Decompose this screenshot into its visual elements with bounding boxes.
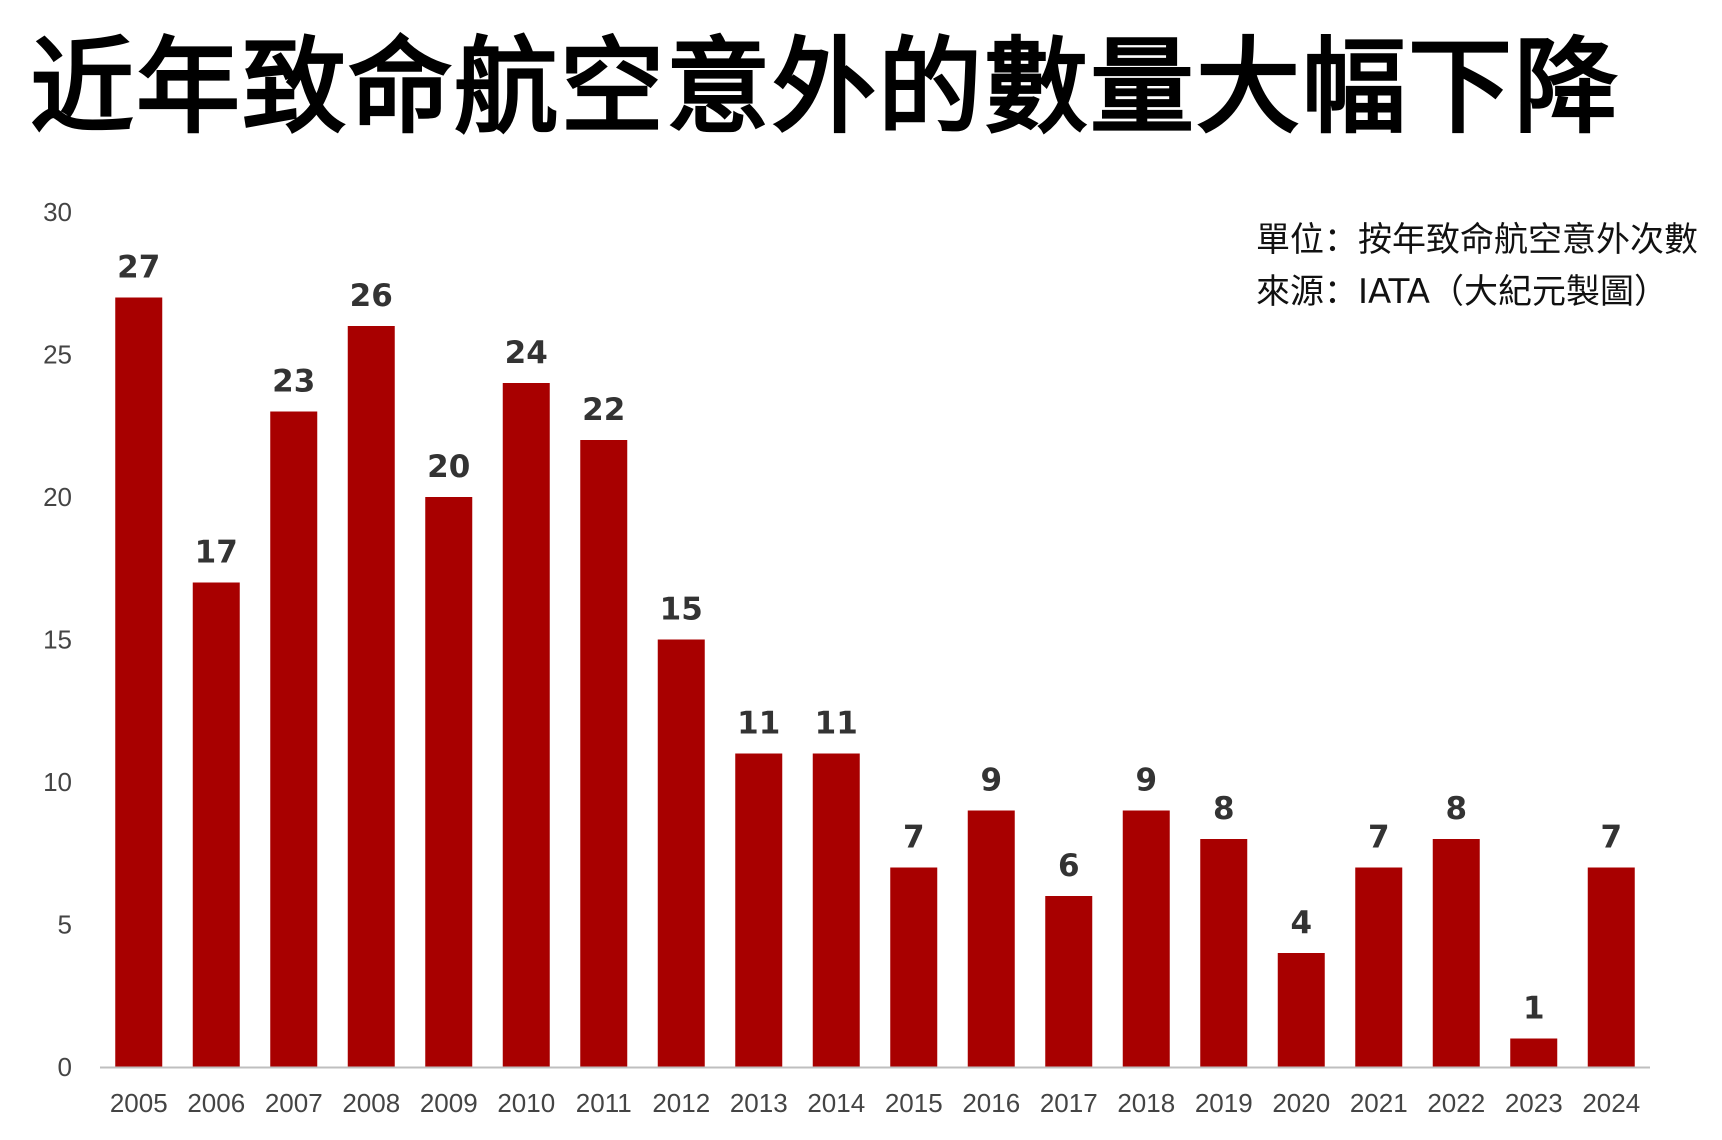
y-tick-label: 20 bbox=[43, 482, 72, 512]
data-label: 9 bbox=[980, 763, 1002, 799]
bar bbox=[1200, 839, 1248, 1067]
data-label: 6 bbox=[1058, 848, 1080, 884]
data-label: 23 bbox=[272, 364, 315, 400]
bar bbox=[812, 753, 860, 1067]
x-tick-label: 2014 bbox=[807, 1088, 865, 1118]
unit-note: 單位：按年致命航空意外次數 bbox=[1256, 220, 1698, 260]
y-tick-label: 15 bbox=[43, 625, 72, 655]
bar bbox=[1122, 810, 1170, 1067]
bar bbox=[270, 411, 318, 1067]
x-tick-label: 2023 bbox=[1505, 1088, 1563, 1118]
x-tick-label: 2008 bbox=[342, 1088, 400, 1118]
data-label: 7 bbox=[1368, 820, 1390, 856]
x-tick-label: 2024 bbox=[1582, 1088, 1640, 1118]
data-label: 24 bbox=[505, 335, 548, 371]
y-tick-label: 10 bbox=[43, 767, 72, 797]
data-label: 27 bbox=[117, 250, 160, 286]
data-label: 26 bbox=[350, 278, 393, 314]
bar bbox=[502, 383, 550, 1067]
bar bbox=[1277, 953, 1325, 1067]
x-tick-label: 2012 bbox=[652, 1088, 710, 1118]
bar bbox=[347, 326, 395, 1067]
data-label: 4 bbox=[1290, 905, 1312, 941]
x-tick-label: 2020 bbox=[1272, 1088, 1330, 1118]
data-label: 7 bbox=[903, 820, 925, 856]
data-label: 9 bbox=[1135, 763, 1157, 799]
x-tick-label: 2018 bbox=[1117, 1088, 1175, 1118]
data-label: 15 bbox=[660, 592, 703, 628]
bar bbox=[115, 297, 163, 1067]
data-label: 11 bbox=[737, 706, 780, 742]
data-label: 8 bbox=[1445, 791, 1467, 827]
x-tick-label: 2022 bbox=[1427, 1088, 1485, 1118]
bar bbox=[1587, 867, 1635, 1067]
bar bbox=[192, 582, 240, 1067]
bar bbox=[657, 639, 705, 1067]
x-tick-label: 2009 bbox=[420, 1088, 478, 1118]
x-tick-label: 2010 bbox=[497, 1088, 555, 1118]
data-label: 17 bbox=[195, 535, 238, 571]
x-tick-label: 2011 bbox=[576, 1088, 632, 1118]
x-tick-label: 2015 bbox=[885, 1088, 943, 1118]
data-label: 22 bbox=[582, 392, 625, 428]
y-tick-label: 25 bbox=[43, 340, 72, 370]
bar bbox=[580, 440, 628, 1067]
x-tick-label: 2016 bbox=[962, 1088, 1020, 1118]
x-tick-label: 2021 bbox=[1350, 1088, 1408, 1118]
bar bbox=[1510, 1038, 1558, 1067]
bar bbox=[735, 753, 783, 1067]
data-label: 11 bbox=[815, 706, 858, 742]
data-label: 7 bbox=[1600, 820, 1622, 856]
data-label: 20 bbox=[427, 449, 470, 485]
x-tick-label: 2005 bbox=[110, 1088, 168, 1118]
data-label: 1 bbox=[1523, 991, 1545, 1027]
y-tick-label: 0 bbox=[58, 1052, 72, 1082]
bar bbox=[425, 497, 473, 1067]
x-tick-label: 2019 bbox=[1195, 1088, 1253, 1118]
bar bbox=[890, 867, 938, 1067]
source-note: 來源：IATA（大紀元製圖） bbox=[1256, 272, 1669, 312]
x-tick-label: 2017 bbox=[1040, 1088, 1098, 1118]
x-tick-label: 2013 bbox=[730, 1088, 788, 1118]
data-label: 8 bbox=[1213, 791, 1235, 827]
chart-notes: 單位：按年致命航空意外次數 來源：IATA（大紀元製圖） bbox=[1256, 214, 1698, 318]
bar bbox=[967, 810, 1015, 1067]
bar bbox=[1432, 839, 1480, 1067]
bar bbox=[1355, 867, 1403, 1067]
bar bbox=[1045, 896, 1093, 1067]
y-tick-label: 30 bbox=[43, 197, 72, 227]
chart-title: 近年致命航空意外的數量大幅下降 bbox=[30, 26, 1621, 148]
y-tick-label: 5 bbox=[58, 910, 72, 940]
x-tick-label: 2006 bbox=[187, 1088, 245, 1118]
x-tick-label: 2007 bbox=[265, 1088, 323, 1118]
